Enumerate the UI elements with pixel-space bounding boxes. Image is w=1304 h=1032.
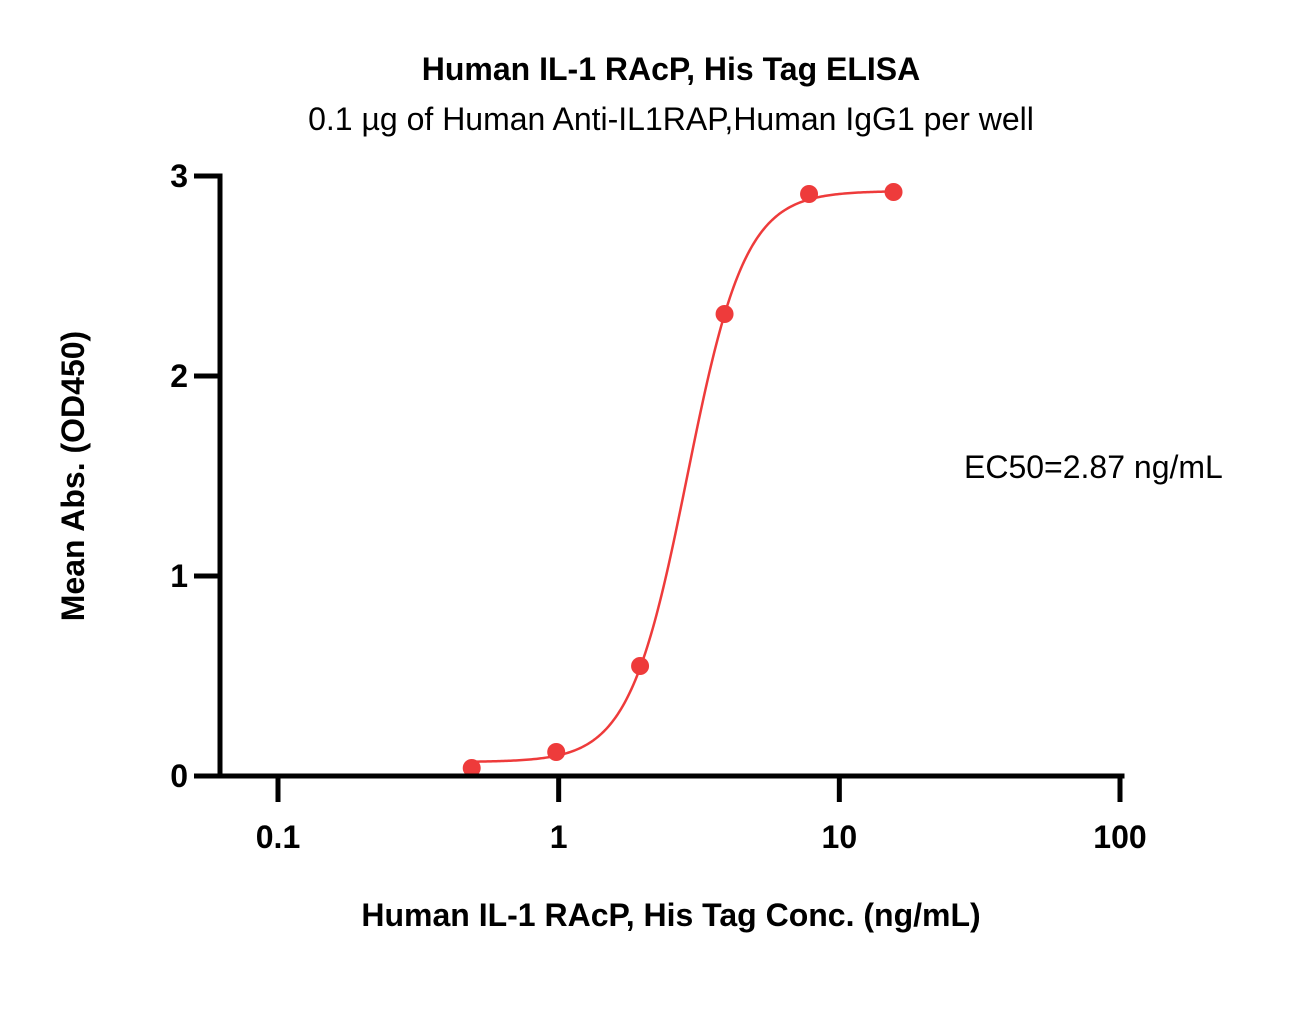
data-point: [884, 183, 903, 201]
x-axis-label: Human IL-1 RAcP, His Tag Conc. (ng/mL): [361, 897, 980, 933]
y-axis-ticks: 0 1 2 3: [170, 158, 220, 794]
x-axis-ticks: 0.1 1 10 100: [256, 776, 1147, 855]
y-tick-label: 0: [170, 758, 188, 794]
ec50-annotation: EC50=2.87 ng/mL: [964, 449, 1223, 485]
data-point: [462, 759, 481, 777]
y-tick-label: 2: [170, 358, 188, 394]
chart-subtitle: 0.1 µg of Human Anti-IL1RAP,Human IgG1 p…: [308, 101, 1034, 137]
y-tick-label: 1: [170, 558, 188, 594]
data-point: [631, 657, 650, 675]
y-axis-label: Mean Abs. (OD450): [55, 331, 91, 621]
data-points: [462, 183, 903, 777]
fit-curve: [471, 190, 894, 763]
y-tick-label: 3: [170, 158, 188, 194]
x-tick-label: 0.1: [256, 819, 300, 855]
data-point: [547, 743, 566, 761]
chart-title: Human IL-1 RAcP, His Tag ELISA: [422, 51, 920, 87]
x-tick-label: 100: [1093, 819, 1146, 855]
data-point: [800, 185, 819, 203]
x-tick-label: 10: [822, 819, 858, 855]
x-tick-label: 1: [550, 819, 568, 855]
data-point: [715, 305, 734, 323]
